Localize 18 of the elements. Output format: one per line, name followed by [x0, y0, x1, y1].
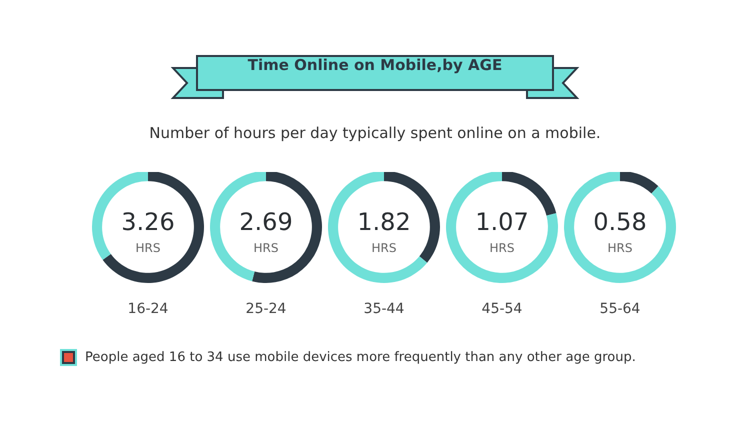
text: 25-24 [246, 301, 286, 317]
text: 55-64 [600, 301, 640, 317]
text: 45-54 [482, 301, 522, 317]
text: 16-24 [128, 301, 168, 317]
text: 3.26 [121, 208, 175, 236]
text: HRS [608, 241, 632, 255]
text: 2.69 [239, 208, 293, 236]
text: 0.58 [593, 208, 647, 236]
text: People aged 16 to 34 use mobile devices more frequently than any other age group. [85, 350, 636, 365]
text: Number of hours per day typically spent online on a mobile. [148, 124, 602, 142]
text: Time Online on Mobile,by AGE [246, 56, 504, 74]
text: HRS [254, 241, 278, 255]
text: 35-44 [364, 301, 404, 317]
text: 1.07 [475, 208, 529, 236]
text: HRS [490, 241, 514, 255]
text: HRS [372, 241, 396, 255]
text: HRS [136, 241, 160, 255]
text: 1.82 [357, 208, 411, 236]
